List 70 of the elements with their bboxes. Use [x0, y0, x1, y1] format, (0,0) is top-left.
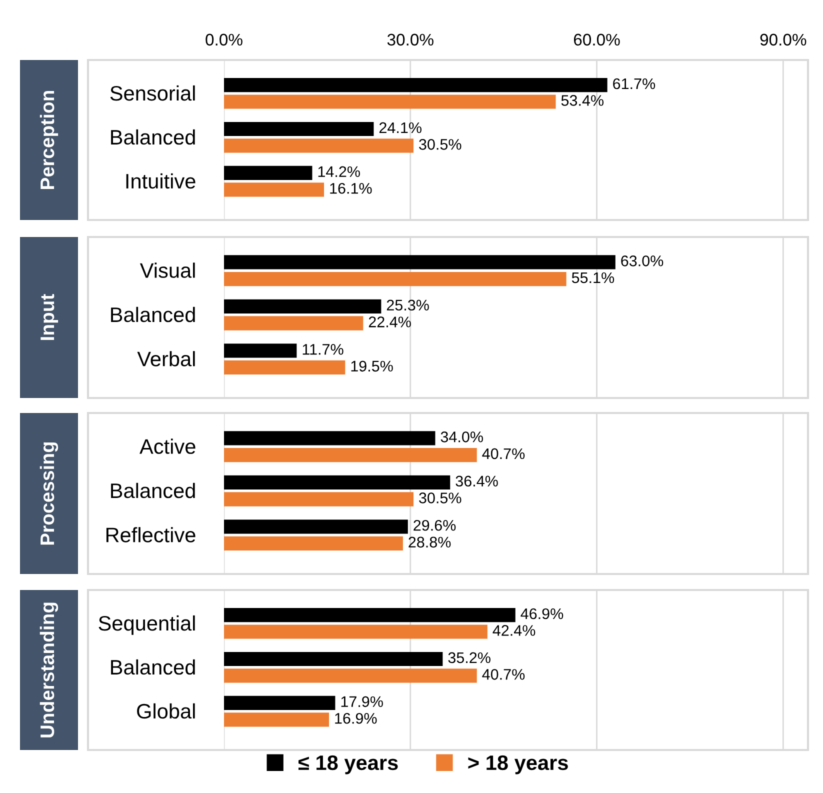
- data-label: 53.4%: [561, 95, 604, 106]
- bar: [224, 652, 443, 666]
- bar: [224, 520, 408, 534]
- text: Understanding: [40, 602, 58, 738]
- y-tick-label: Sequential: [98, 615, 195, 635]
- y-tick-label: Balanced: [111, 129, 195, 145]
- bar: [224, 668, 477, 683]
- y-tick-label: Global: [137, 703, 195, 719]
- bar: [224, 344, 297, 358]
- data-label: 35.2%: [448, 652, 490, 664]
- bar: [224, 608, 516, 622]
- data-label: 30.5%: [419, 492, 462, 504]
- text: Processing: [40, 442, 58, 545]
- legend-label: ≤ 18 years: [298, 755, 398, 774]
- bar: [224, 431, 436, 446]
- y-tick-label: Balanced: [111, 306, 195, 322]
- y-tick-label: Balanced: [111, 659, 195, 675]
- bar: [224, 316, 364, 330]
- bar: [224, 475, 450, 490]
- data-label: 55.1%: [572, 272, 614, 284]
- y-tick-label: Active: [140, 438, 196, 454]
- bar: [224, 166, 312, 180]
- bar: [224, 78, 608, 92]
- y-tick-label: Reflective: [106, 527, 196, 542]
- bar: [224, 624, 488, 639]
- bar: [224, 94, 556, 109]
- data-label: 46.9%: [520, 608, 564, 620]
- data-label: 29.6%: [414, 520, 456, 531]
- x-tick-label: 90.0%: [760, 34, 806, 46]
- bar: [224, 360, 346, 375]
- x-tick-label: 60.0%: [574, 34, 620, 46]
- bar: [224, 536, 403, 551]
- data-label: 30.5%: [419, 138, 462, 150]
- bar: [224, 138, 414, 153]
- x-tick-label: 30.0%: [387, 34, 434, 46]
- bar: [224, 696, 336, 710]
- bar: [224, 299, 382, 314]
- bar: [224, 712, 329, 727]
- legend-label: > 18 years: [468, 755, 568, 774]
- data-label: 25.3%: [386, 300, 429, 311]
- bar: [224, 182, 324, 197]
- text: Input: [40, 294, 58, 340]
- data-label: 19.5%: [351, 360, 393, 372]
- bar: [224, 122, 374, 136]
- bar: [224, 255, 616, 270]
- bar: [224, 272, 566, 286]
- data-label: 34.0%: [440, 431, 483, 442]
- data-label: 24.1%: [379, 122, 422, 134]
- data-label: 28.8%: [408, 536, 451, 548]
- y-tick-label: Intuitive: [126, 173, 196, 189]
- data-label: 14.2%: [318, 166, 360, 178]
- data-label: 63.0%: [621, 255, 664, 266]
- data-label: 36.4%: [456, 476, 498, 487]
- bar: [224, 492, 414, 506]
- text: Perception: [40, 90, 58, 189]
- bar: [224, 448, 477, 462]
- data-label: 22.4%: [368, 316, 411, 328]
- data-label: 61.7%: [613, 78, 656, 90]
- data-label: 40.7%: [482, 448, 525, 460]
- data-label: 42.4%: [492, 625, 536, 636]
- data-label: 16.9%: [335, 712, 377, 724]
- data-label: 17.9%: [341, 696, 383, 708]
- x-tick-label: 0.0%: [206, 34, 242, 46]
- data-label: 11.7%: [302, 344, 344, 355]
- y-tick-label: Verbal: [137, 351, 195, 366]
- data-label: 40.7%: [482, 668, 525, 680]
- y-tick-label: Visual: [140, 262, 195, 278]
- data-label: 16.1%: [330, 182, 372, 194]
- y-tick-label: Sensorial: [110, 85, 195, 101]
- y-tick-label: Balanced: [111, 482, 195, 498]
